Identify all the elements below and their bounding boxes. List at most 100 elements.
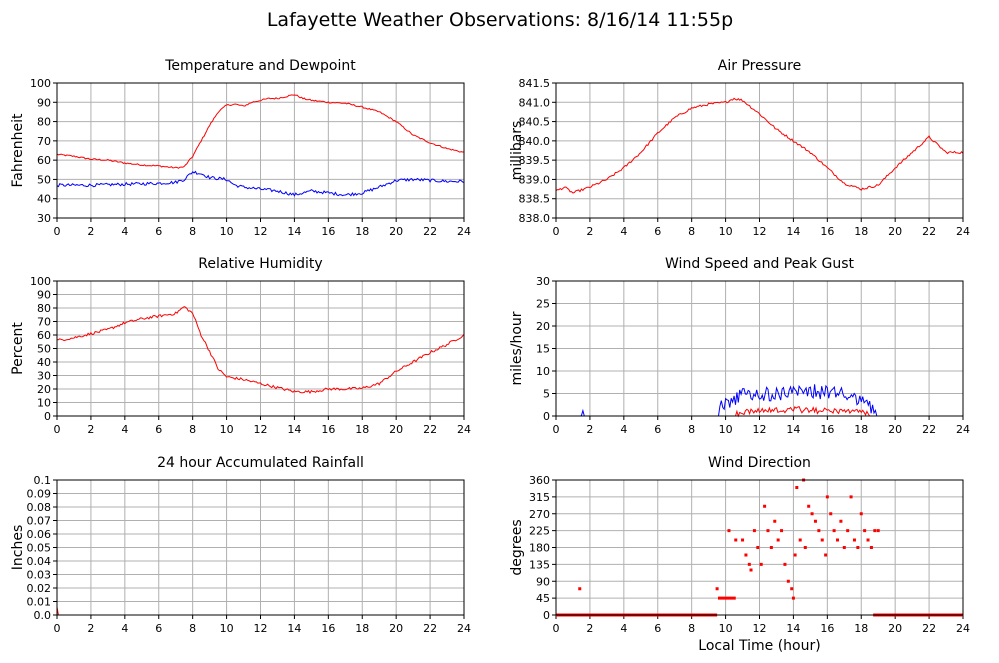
x-tick-label: 12 bbox=[753, 225, 767, 238]
y-tick-label: 90 bbox=[536, 575, 550, 588]
y-tick-label: 30 bbox=[37, 370, 51, 383]
x-tick-label: 20 bbox=[888, 423, 902, 436]
y-tick-label: 30 bbox=[37, 212, 51, 225]
x-tick-label: 8 bbox=[189, 225, 196, 238]
direction-point bbox=[766, 529, 770, 533]
x-tick-label: 2 bbox=[87, 423, 94, 436]
y-axis-label: miles/hour bbox=[509, 311, 525, 385]
y-tick-label: 0 bbox=[44, 410, 51, 423]
y-tick-label: 90 bbox=[37, 96, 51, 109]
y-tick-label: 90 bbox=[37, 289, 51, 302]
y-tick-label: 0.01 bbox=[27, 596, 52, 609]
y-tick-label: 838.5 bbox=[519, 193, 551, 206]
y-tick-label: 0.03 bbox=[27, 569, 52, 582]
x-tick-label: 24 bbox=[956, 622, 970, 635]
x-tick-label: 14 bbox=[786, 622, 800, 635]
y-tick-label: 0.02 bbox=[27, 582, 52, 595]
x-tick-label: 20 bbox=[389, 225, 403, 238]
y-tick-label: 0.04 bbox=[27, 555, 52, 568]
direction-point bbox=[773, 519, 777, 523]
direction-point bbox=[852, 538, 856, 542]
y-tick-label: 0 bbox=[543, 609, 550, 622]
x-tick-label: 14 bbox=[786, 423, 800, 436]
x-tick-label: 6 bbox=[155, 622, 162, 635]
direction-point bbox=[829, 512, 833, 516]
y-tick-label: 30 bbox=[536, 275, 550, 288]
x-tick-label: 16 bbox=[820, 622, 834, 635]
x-tick-label: 0 bbox=[54, 622, 61, 635]
x-tick-label: 18 bbox=[355, 225, 369, 238]
y-tick-label: 10 bbox=[37, 397, 51, 410]
direction-point bbox=[876, 529, 880, 533]
y-axis-label: millibars bbox=[509, 121, 525, 181]
x-tick-label: 4 bbox=[121, 423, 128, 436]
x-tick-label: 12 bbox=[254, 622, 268, 635]
x-tick-label: 20 bbox=[888, 225, 902, 238]
x-tick-label: 18 bbox=[854, 225, 868, 238]
x-tick-label: 16 bbox=[820, 225, 834, 238]
direction-point bbox=[749, 568, 753, 572]
x-tick-label: 2 bbox=[87, 225, 94, 238]
chart-title: Air Pressure bbox=[718, 58, 801, 74]
x-tick-label: 14 bbox=[287, 423, 301, 436]
direction-point bbox=[752, 529, 756, 533]
plot-frame bbox=[555, 82, 964, 219]
direction-point bbox=[863, 529, 867, 533]
x-tick-label: 24 bbox=[457, 225, 471, 238]
y-tick-label: 100 bbox=[30, 275, 51, 288]
x-tick-label: 24 bbox=[956, 423, 970, 436]
x-tick-label: 12 bbox=[254, 423, 268, 436]
x-tick-label: 8 bbox=[688, 622, 695, 635]
y-axis-label: Fahrenheit bbox=[10, 113, 26, 188]
x-tick-label: 6 bbox=[155, 423, 162, 436]
y-axis-label: Percent bbox=[10, 322, 26, 375]
chart-title: Temperature and Dewpoint bbox=[164, 58, 356, 74]
direction-point bbox=[836, 538, 840, 542]
direction-point bbox=[803, 546, 807, 549]
y-tick-label: 0 bbox=[543, 410, 550, 423]
y-tick-label: 70 bbox=[37, 135, 51, 148]
x-tick-label: 18 bbox=[355, 423, 369, 436]
y-tick-label: 50 bbox=[37, 343, 51, 356]
x-tick-label: 20 bbox=[389, 423, 403, 436]
x-tick-label: 8 bbox=[688, 225, 695, 238]
direction-point bbox=[791, 596, 795, 600]
y-tick-label: 0.07 bbox=[27, 515, 52, 528]
x-tick-label: 12 bbox=[254, 225, 268, 238]
direction-point bbox=[856, 546, 860, 549]
x-tick-label: 4 bbox=[121, 622, 128, 635]
direction-point bbox=[763, 504, 767, 508]
x-tick-label: 8 bbox=[189, 622, 196, 635]
series-line-0 bbox=[56, 94, 464, 169]
x-tick-label: 22 bbox=[423, 622, 437, 635]
x-tick-label: 0 bbox=[553, 225, 560, 238]
y-tick-label: 841.0 bbox=[519, 96, 551, 109]
y-tick-label: 60 bbox=[37, 154, 51, 167]
x-tick-label: 18 bbox=[854, 423, 868, 436]
direction-point bbox=[824, 553, 828, 557]
x-tick-label: 10 bbox=[220, 423, 234, 436]
x-tick-label: 24 bbox=[956, 225, 970, 238]
x-tick-label: 22 bbox=[922, 622, 936, 635]
y-tick-label: 135 bbox=[529, 558, 550, 571]
direction-point bbox=[813, 519, 817, 523]
direction-point bbox=[869, 546, 873, 549]
y-tick-label: 840.5 bbox=[519, 116, 551, 129]
direction-point bbox=[839, 519, 843, 523]
direction-point bbox=[734, 538, 738, 542]
direction-point bbox=[744, 553, 748, 557]
x-tick-label: 0 bbox=[553, 622, 560, 635]
x-tick-label: 16 bbox=[321, 225, 335, 238]
direction-point bbox=[790, 587, 794, 591]
x-tick-label: 2 bbox=[586, 225, 593, 238]
direction-point bbox=[793, 553, 797, 557]
y-tick-label: 360 bbox=[529, 474, 550, 487]
chart-title: 24 hour Accumulated Rainfall bbox=[157, 455, 364, 471]
direction-point bbox=[715, 587, 719, 591]
y-tick-label: 80 bbox=[37, 302, 51, 315]
direction-point bbox=[756, 546, 760, 549]
